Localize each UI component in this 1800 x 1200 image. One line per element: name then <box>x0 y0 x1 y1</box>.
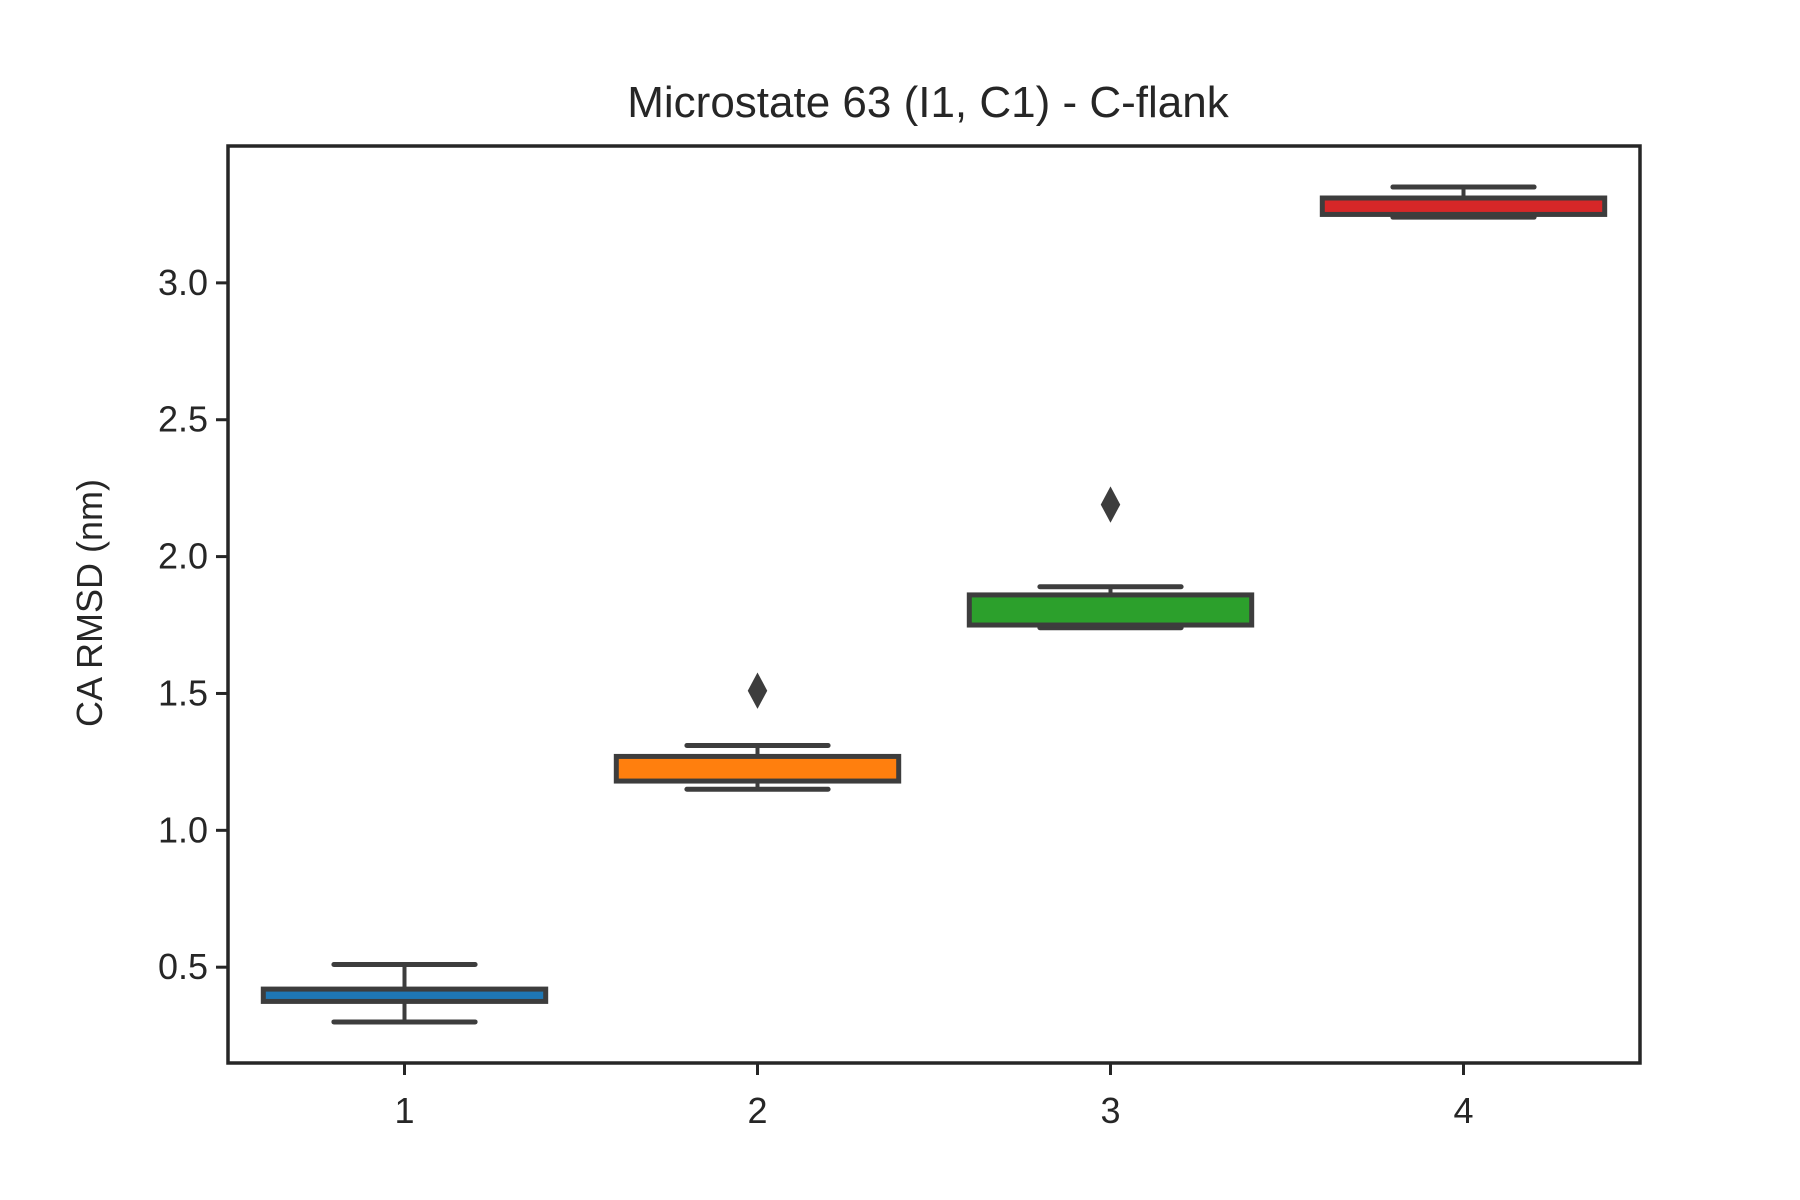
plot-frame <box>226 144 1642 1065</box>
y-tick-label: 0.5 <box>158 946 208 987</box>
x-tick-label: 4 <box>1453 1090 1473 1131</box>
y-axis-label: CA RMSD (nm) <box>69 479 110 727</box>
chart-title: Microstate 63 (I1, C1) - C-flank <box>627 78 1229 127</box>
x-tick-label: 1 <box>394 1090 414 1131</box>
x-tick-label: 3 <box>1100 1090 1120 1131</box>
y-tick-label: 1.5 <box>158 672 208 713</box>
x-tick-label: 2 <box>747 1090 767 1131</box>
outlier-marker <box>1100 486 1121 523</box>
box-iqr <box>260 986 549 1004</box>
y-tick-label: 1.0 <box>158 809 208 850</box>
box-iqr <box>1319 195 1608 217</box>
y-tick-label: 3.0 <box>158 262 208 303</box>
box-iqr <box>613 753 902 784</box>
outlier-marker <box>747 672 768 709</box>
y-tick-label: 2.0 <box>158 536 208 577</box>
y-tick-label: 2.5 <box>158 399 208 440</box>
plot-area: 0.5 1.0 1.5 2.0 2.5 3.0 1 2 3 4 <box>158 184 1608 1131</box>
